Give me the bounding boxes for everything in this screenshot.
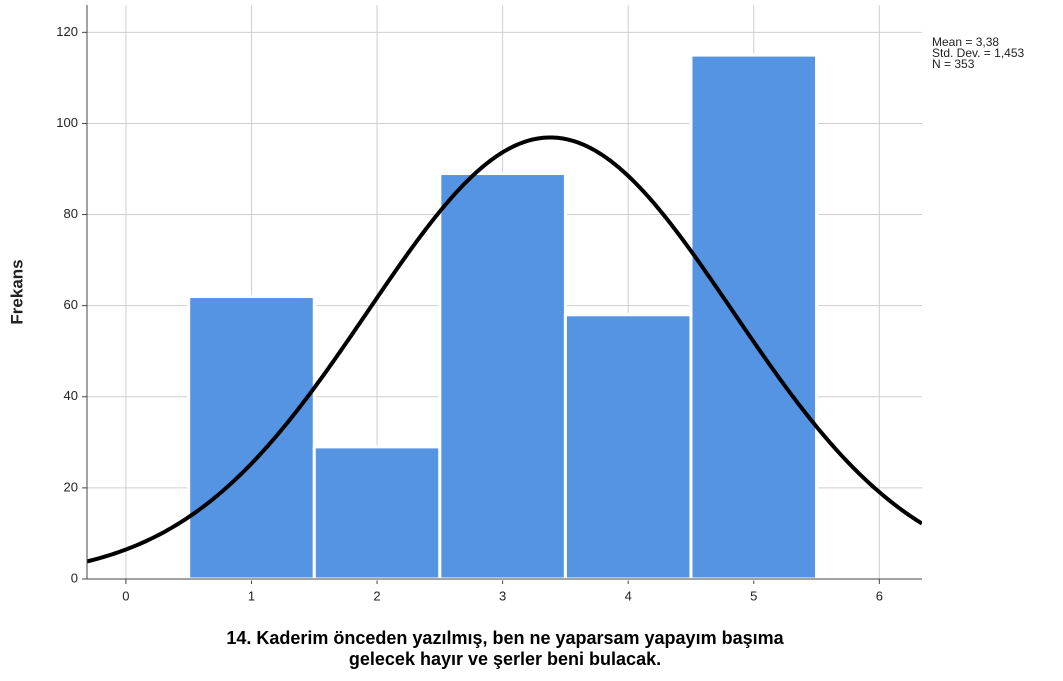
bar — [438, 172, 567, 581]
x-tick-label: 0 — [122, 588, 129, 603]
annotation: N = 353 — [932, 57, 975, 71]
y-tick-label: 20 — [64, 479, 78, 494]
bar — [187, 295, 316, 581]
y-tick-label: 0 — [71, 570, 78, 585]
x-tick-label: 2 — [373, 588, 380, 603]
y-tick-label: 100 — [56, 115, 78, 130]
x-tick-label: 1 — [248, 588, 255, 603]
x-tick-label: 4 — [625, 588, 632, 603]
y-tick-label: 40 — [64, 388, 78, 403]
x-tick-label: 6 — [876, 588, 883, 603]
bar — [312, 445, 442, 581]
x-tick-label: 5 — [750, 588, 757, 603]
x-axis-label: 14. Kaderim önceden yazılmış, ben ne yap… — [226, 628, 784, 648]
annotation: Std. Dev. = 1,453 — [932, 46, 1024, 60]
x-axis-label: gelecek hayır ve şerler beni bulacak. — [349, 649, 661, 669]
y-axis-label: Frekans — [7, 259, 26, 324]
bar — [563, 313, 693, 581]
annotation: Mean = 3,38 — [932, 35, 999, 49]
normal-curve — [87, 135, 922, 564]
y-tick-label: 80 — [64, 206, 78, 221]
y-tick-label: 120 — [56, 24, 78, 39]
y-tick-label: 60 — [64, 297, 78, 312]
x-tick-label: 3 — [499, 588, 506, 603]
bar — [689, 53, 819, 581]
